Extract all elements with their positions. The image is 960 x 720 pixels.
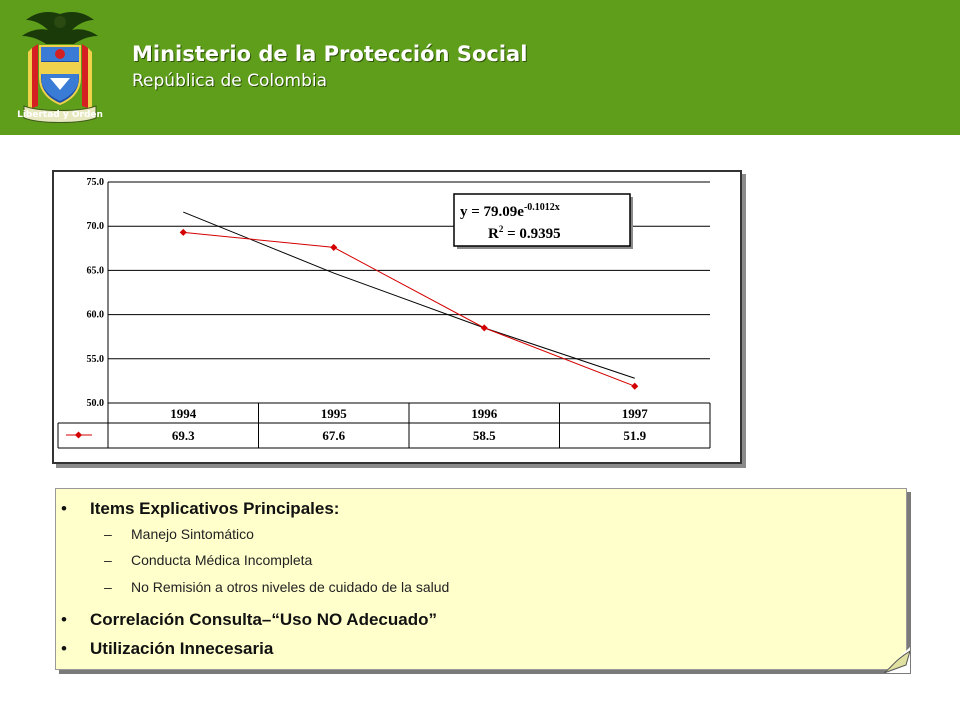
header-bar: Libertad y Orden Ministerio de la Protec…	[0, 0, 960, 135]
motto-text: Libertad y Orden	[17, 110, 103, 120]
series-point	[631, 382, 639, 390]
sub-text: Manejo Sintomático	[131, 526, 254, 542]
country-subtitle: República de Colombia	[132, 71, 328, 91]
sub-text: Conducta Médica Incompleta	[131, 552, 313, 568]
table-value-label: 67.6	[322, 428, 345, 443]
r-squared-text: R2 = 0.9395	[488, 224, 561, 242]
bullet-text: Correlación Consulta–“Uso NO Adecuado”	[90, 610, 437, 629]
legend-key-marker	[74, 431, 83, 439]
bullet-dot: •	[61, 639, 67, 658]
y-tick-label: 60.0	[87, 310, 105, 321]
trend-chart-svg: 75.0 70.0 65.0 60.0 55.0 50.0 y = 79.09e-0.101…	[57, 177, 711, 449]
equation-box	[453, 193, 631, 247]
y-tick-label: 75.0	[87, 177, 105, 188]
notes-panel: • Items Explicativos Principales: – Mane…	[55, 488, 910, 673]
bullet-dot: •	[61, 610, 67, 629]
y-tick-label: 55.0	[87, 354, 105, 365]
trend-chart: 75.0 70.0 65.0 60.0 55.0 50.0 y = 79.09e-0.101…	[52, 170, 742, 464]
table-value-label: 69.3	[172, 428, 195, 443]
bullet-dot: •	[61, 499, 67, 518]
bullet-text: Utilización Innecesaria	[90, 639, 274, 658]
y-tick-label: 50.0	[87, 398, 105, 409]
x-category-label: 1994	[170, 406, 197, 421]
x-category-label: 1995	[321, 406, 348, 421]
bullet-text: Items Explicativos Principales:	[90, 499, 340, 518]
table-value-label: 58.5	[473, 428, 496, 443]
table-value-label: 51.9	[623, 428, 646, 443]
series-line	[183, 231, 635, 387]
folded-corner-icon	[884, 647, 910, 673]
sub-dash: –	[104, 526, 112, 542]
sub-text: No Remisión a otros niveles de cuidado d…	[131, 579, 450, 595]
x-category-label: 1996	[471, 406, 498, 421]
trendline	[183, 211, 635, 379]
coat-of-arms-logo: Libertad y Orden	[17, 12, 103, 123]
series-point	[179, 228, 187, 236]
series-point	[330, 243, 338, 251]
sub-dash: –	[104, 579, 112, 595]
series-point	[480, 324, 488, 332]
y-tick-label: 70.0	[87, 221, 105, 232]
sub-dash: –	[104, 552, 112, 568]
equation-text: y = 79.09e-0.1012x	[460, 202, 560, 220]
x-category-label: 1997	[622, 406, 649, 421]
ministry-title: Ministerio de la Protección Social	[132, 42, 528, 66]
y-tick-label: 65.0	[87, 265, 105, 276]
